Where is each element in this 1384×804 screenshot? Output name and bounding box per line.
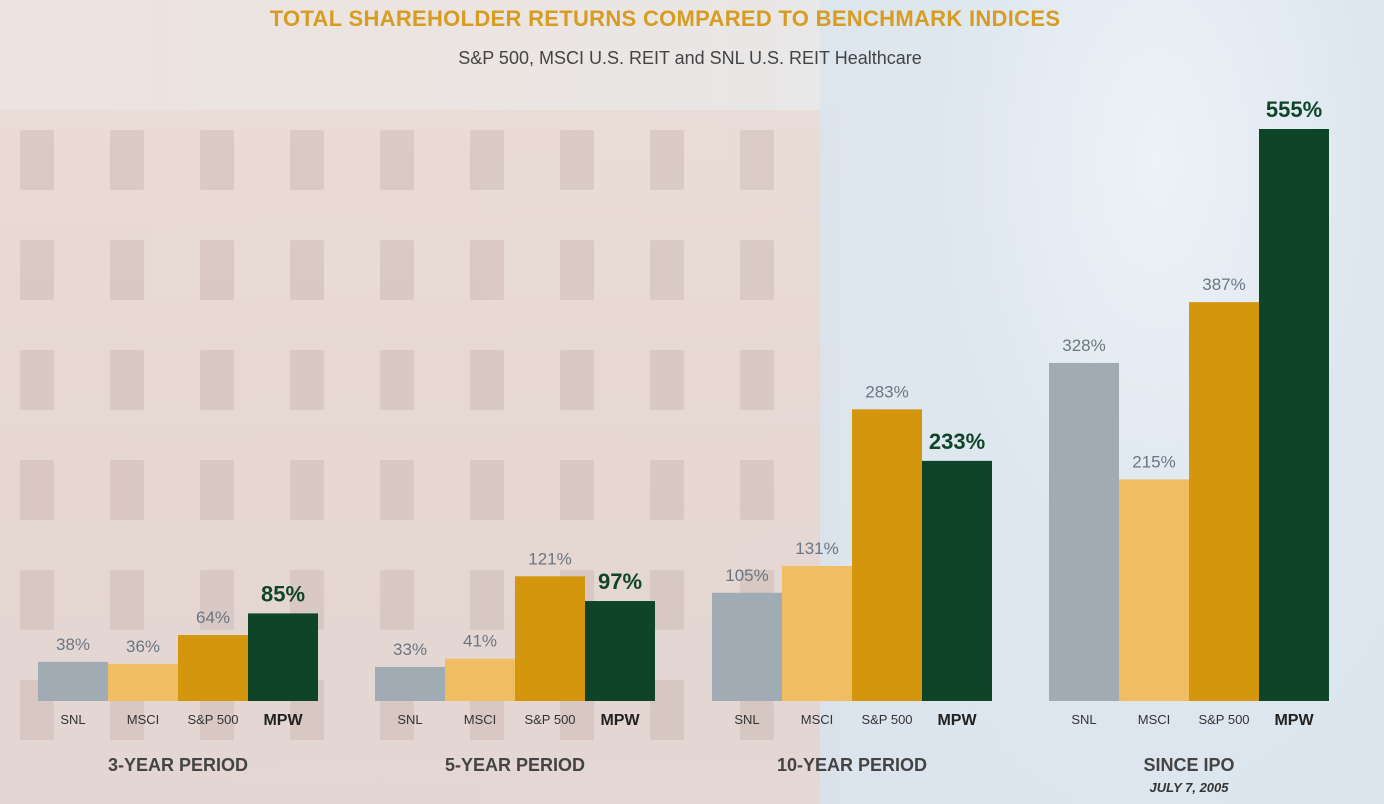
data-label: 233% — [929, 429, 985, 454]
background-window — [740, 460, 774, 520]
data-label: 283% — [865, 382, 908, 401]
bar-mpw-group-1 — [248, 613, 318, 701]
background-window — [380, 130, 414, 190]
bar-mpw-group-4 — [1259, 129, 1329, 701]
category-label: SNL — [60, 712, 85, 727]
background-window — [290, 350, 324, 410]
background-window — [290, 240, 324, 300]
category-label: SNL — [397, 712, 422, 727]
category-label: MSCI — [801, 712, 834, 727]
background-window — [560, 350, 594, 410]
background-window — [650, 350, 684, 410]
background-window — [650, 460, 684, 520]
background-window — [110, 240, 144, 300]
background-window — [470, 130, 504, 190]
background-window — [20, 460, 54, 520]
data-label: 328% — [1062, 336, 1105, 355]
background-window — [740, 240, 774, 300]
background-window — [290, 460, 324, 520]
group-label: SINCE IPO — [1143, 755, 1234, 775]
background-window — [200, 240, 234, 300]
data-label: 555% — [1266, 97, 1322, 122]
background-window — [20, 240, 54, 300]
data-label: 387% — [1202, 275, 1245, 294]
background-window — [200, 130, 234, 190]
background-window — [380, 570, 414, 630]
background-window — [470, 240, 504, 300]
background-window — [200, 460, 234, 520]
background-window — [20, 350, 54, 410]
data-label: 215% — [1132, 452, 1175, 471]
category-label: SNL — [1071, 712, 1096, 727]
background-window — [560, 460, 594, 520]
bar-msci-group-1 — [108, 663, 178, 701]
background-window — [650, 680, 684, 740]
bar-snl-group-1 — [38, 661, 108, 701]
background-window — [380, 350, 414, 410]
category-label: SNL — [734, 712, 759, 727]
data-label: 105% — [725, 566, 768, 585]
group-label: 3-YEAR PERIOD — [108, 755, 248, 775]
group-label: 5-YEAR PERIOD — [445, 755, 585, 775]
background-window — [470, 350, 504, 410]
bar-mpw-group-2 — [585, 601, 655, 701]
background-window — [110, 350, 144, 410]
background-window — [740, 350, 774, 410]
background-window — [290, 130, 324, 190]
bar-msci-group-3 — [782, 565, 852, 701]
background-window — [650, 570, 684, 630]
bar-s-p-500-group-1 — [178, 635, 248, 701]
background-window — [560, 130, 594, 190]
data-label: 38% — [56, 635, 90, 654]
data-label: 131% — [795, 539, 838, 558]
category-label: MPW — [600, 712, 640, 729]
group-sublabel: JULY 7, 2005 — [1149, 780, 1229, 795]
data-label: 121% — [528, 549, 571, 568]
data-label: 36% — [126, 637, 160, 656]
category-label: MSCI — [1138, 712, 1171, 727]
bar-snl-group-2 — [375, 666, 445, 701]
bar-s-p-500-group-3 — [852, 409, 922, 701]
category-label: S&P 500 — [524, 712, 575, 727]
category-label: MPW — [1274, 712, 1314, 729]
bar-s-p-500-group-4 — [1189, 302, 1259, 701]
background-window — [110, 570, 144, 630]
bar-s-p-500-group-2 — [515, 576, 585, 701]
background-window — [200, 350, 234, 410]
background-window — [650, 130, 684, 190]
category-label: S&P 500 — [1198, 712, 1249, 727]
bar-msci-group-4 — [1119, 479, 1189, 701]
bar-snl-group-4 — [1049, 362, 1119, 701]
background-window — [380, 240, 414, 300]
background-window — [110, 130, 144, 190]
category-label: MPW — [263, 712, 303, 729]
category-label: S&P 500 — [861, 712, 912, 727]
data-label: 64% — [196, 608, 230, 627]
background-window — [650, 240, 684, 300]
data-label: 41% — [463, 632, 497, 651]
category-label: S&P 500 — [187, 712, 238, 727]
data-label: 85% — [261, 581, 305, 606]
background-window — [470, 460, 504, 520]
background-window — [560, 240, 594, 300]
background-window — [20, 130, 54, 190]
chart-subtitle: S&P 500, MSCI U.S. REIT and SNL U.S. REI… — [458, 48, 922, 68]
background-window — [200, 570, 234, 630]
bar-msci-group-2 — [445, 658, 515, 701]
category-label: MSCI — [464, 712, 497, 727]
data-label: 33% — [393, 640, 427, 659]
background-window — [110, 460, 144, 520]
bar-mpw-group-3 — [922, 460, 992, 701]
background-window — [380, 460, 414, 520]
background-window — [470, 570, 504, 630]
category-label: MPW — [937, 712, 977, 729]
background-window — [20, 570, 54, 630]
chart-title: TOTAL SHAREHOLDER RETURNS COMPARED TO BE… — [269, 6, 1061, 31]
bar-snl-group-3 — [712, 592, 782, 701]
group-label: 10-YEAR PERIOD — [777, 755, 927, 775]
data-label: 97% — [598, 569, 642, 594]
background-window — [740, 130, 774, 190]
category-label: MSCI — [127, 712, 160, 727]
